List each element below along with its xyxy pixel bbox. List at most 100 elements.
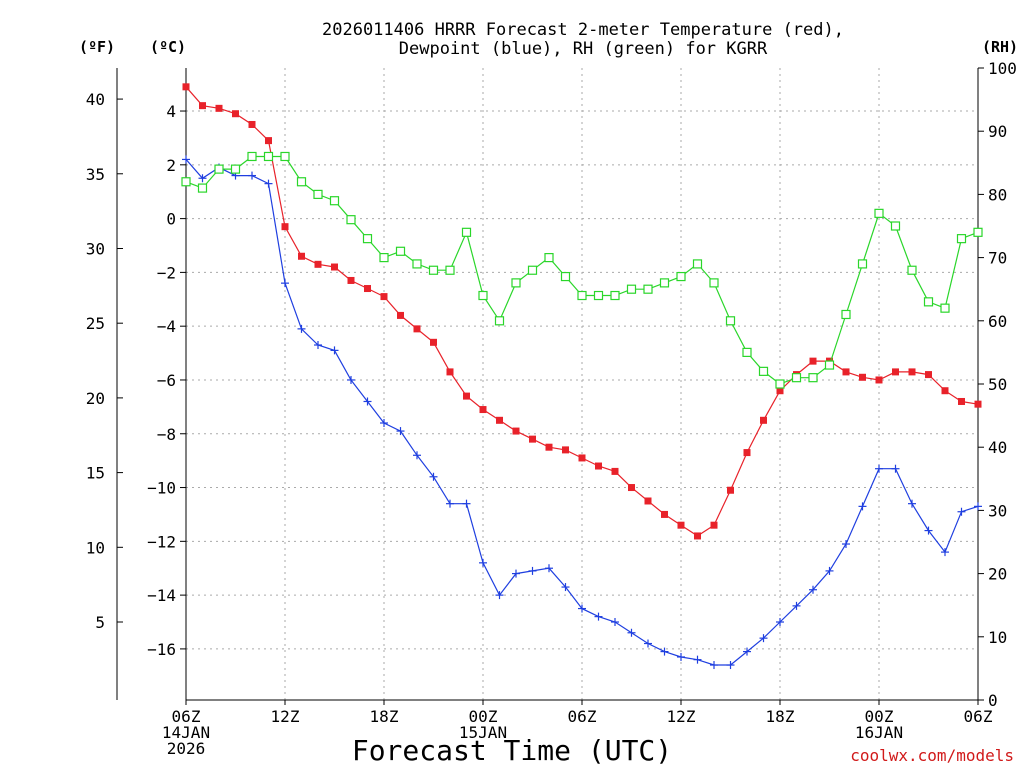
x-tick-label: 06Z bbox=[172, 707, 201, 726]
axes bbox=[116, 68, 979, 701]
rh-point bbox=[461, 227, 472, 237]
fahrenheit-tick-label: 40 bbox=[86, 90, 105, 109]
rh-tick-label: 10 bbox=[988, 628, 1007, 647]
rh-point bbox=[857, 259, 868, 269]
rh-point bbox=[478, 290, 488, 301]
fahrenheit-tick-label: 30 bbox=[86, 239, 105, 258]
temperature-point bbox=[281, 223, 289, 231]
rh-point bbox=[626, 284, 637, 294]
rh-point bbox=[197, 183, 208, 193]
rh-point bbox=[808, 373, 818, 383]
rh-point bbox=[890, 221, 901, 231]
rh-line bbox=[185, 155, 979, 385]
rh-point bbox=[412, 259, 422, 269]
dewpoint-point bbox=[660, 647, 669, 656]
temperature-point bbox=[611, 467, 619, 475]
temperature-point bbox=[562, 446, 569, 454]
temperature-point bbox=[298, 252, 305, 260]
dewpoint-point bbox=[330, 346, 339, 355]
rh-point bbox=[841, 309, 851, 320]
rh-point bbox=[280, 151, 290, 162]
temperature-point bbox=[644, 497, 652, 505]
dewpoint-point bbox=[512, 569, 520, 578]
rh-point bbox=[676, 271, 686, 282]
rh-point bbox=[511, 278, 521, 288]
rh-point bbox=[659, 278, 670, 288]
dewpoint-point bbox=[710, 661, 718, 670]
temperature-line bbox=[185, 86, 979, 537]
rh-point bbox=[181, 177, 191, 187]
dewpoint-point bbox=[248, 171, 256, 180]
rh-point bbox=[742, 347, 752, 357]
dewpoint-point bbox=[924, 526, 933, 535]
temperature-point bbox=[182, 83, 190, 91]
watermark: coolwx.com/models bbox=[850, 746, 1014, 765]
dewpoint-point bbox=[776, 618, 784, 627]
temperature-point bbox=[529, 435, 536, 443]
dewpoint-point bbox=[941, 548, 949, 557]
temperature-point bbox=[380, 293, 388, 301]
rh-point bbox=[610, 290, 620, 301]
rh-point bbox=[494, 316, 505, 326]
rh-point bbox=[247, 151, 257, 162]
dewpoint-point bbox=[396, 427, 405, 436]
celsius-tick-label: −14 bbox=[147, 586, 176, 605]
temperature-point bbox=[364, 285, 371, 293]
temperature-point bbox=[925, 371, 932, 379]
x-tick-label: 06Z bbox=[568, 707, 597, 726]
rh-point bbox=[791, 373, 802, 383]
dewpoint-point bbox=[380, 418, 388, 427]
temperature-point bbox=[578, 454, 586, 462]
temperature-point bbox=[842, 368, 850, 376]
rh-tick-label: 100 bbox=[988, 59, 1017, 78]
temperature-point bbox=[743, 449, 751, 457]
dewpoint-point bbox=[842, 540, 850, 549]
rh-point bbox=[593, 290, 604, 301]
temperature-point bbox=[710, 521, 718, 529]
temperature-point bbox=[199, 102, 206, 110]
dewpoint-point bbox=[875, 464, 883, 473]
dewpoint-point bbox=[545, 564, 553, 573]
temperature-point bbox=[892, 368, 899, 376]
celsius-tick-label: −2 bbox=[157, 263, 176, 282]
dewpoint-point bbox=[198, 174, 207, 183]
temperature-point bbox=[479, 406, 487, 414]
dewpoint-point bbox=[957, 507, 966, 516]
fahrenheit-tick-label: 15 bbox=[86, 464, 105, 483]
temperature-point bbox=[941, 387, 949, 395]
rh-point bbox=[379, 253, 389, 263]
rh-tick-label: 40 bbox=[988, 438, 1007, 457]
x-axis-label: Forecast Time (UTC) bbox=[352, 734, 672, 767]
dewpoint-point bbox=[908, 499, 916, 508]
temperature-point bbox=[331, 263, 338, 271]
dewpoint-point bbox=[693, 655, 702, 664]
rh-point bbox=[758, 366, 769, 376]
x-tick-label: 12Z bbox=[667, 707, 696, 726]
rh-point bbox=[544, 253, 554, 263]
rh-point bbox=[428, 265, 439, 275]
celsius-tick-label: 2 bbox=[166, 156, 176, 175]
rh-point bbox=[362, 234, 373, 244]
dewpoint-point bbox=[594, 612, 603, 621]
temperature-point bbox=[776, 387, 784, 395]
temperature-point bbox=[974, 400, 982, 408]
dewpoint-point bbox=[446, 499, 454, 508]
dewpoint-point bbox=[611, 618, 619, 627]
temperature-point bbox=[463, 392, 470, 400]
rh-tick-label: 80 bbox=[988, 185, 1007, 204]
temperature-point bbox=[512, 427, 520, 435]
temperature-point bbox=[809, 357, 817, 365]
rh-tick-label: 50 bbox=[988, 375, 1007, 394]
grid-lines bbox=[186, 68, 978, 700]
dewpoint-point bbox=[677, 652, 685, 661]
rh-point bbox=[725, 316, 736, 326]
celsius-tick-label: −12 bbox=[147, 532, 176, 551]
fahrenheit-tick-label: 25 bbox=[86, 314, 105, 333]
temperature-point bbox=[958, 397, 965, 405]
dewpoint-point bbox=[528, 566, 537, 575]
x-tick-label: 18Z bbox=[370, 707, 399, 726]
rh-point bbox=[923, 297, 934, 307]
celsius-tick-label: −16 bbox=[147, 640, 176, 659]
temperature-point bbox=[413, 325, 421, 333]
